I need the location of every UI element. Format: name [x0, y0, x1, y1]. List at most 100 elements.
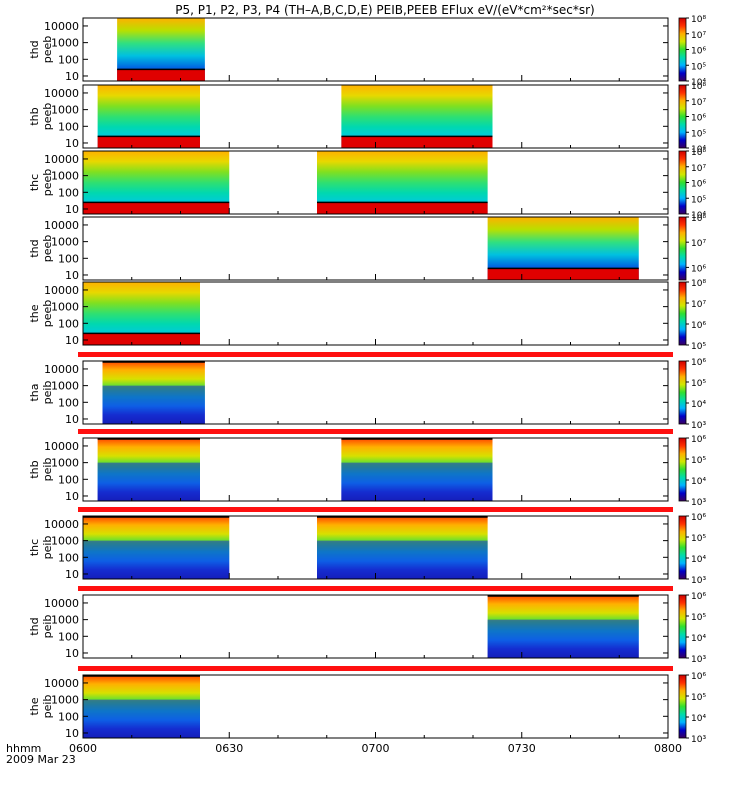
- y-tick-label: 100: [58, 317, 79, 330]
- colorbar-tick-label: 10⁶: [691, 47, 706, 57]
- separator-bar: [78, 666, 673, 671]
- x-tick-label: 0700: [362, 742, 390, 755]
- colorbar: [678, 281, 687, 346]
- colorbar-tick-label: 10⁸: [691, 279, 706, 289]
- y-tick-label: 100: [58, 630, 79, 643]
- colorbar-tick-label: 10⁴: [691, 78, 706, 88]
- panel-label: thd peeb: [28, 235, 54, 263]
- colorbar: [678, 150, 687, 215]
- colorbar-tick-label: 10⁶: [691, 180, 706, 190]
- low-count-region: [102, 385, 205, 424]
- photoelectron-band: [83, 202, 230, 214]
- colorbar: [678, 594, 687, 659]
- colorbar-tick-label: 10³: [691, 735, 706, 745]
- panel-label: thd peib: [28, 615, 54, 639]
- y-tick-label: 1000: [51, 380, 79, 393]
- probe-label: the: [28, 697, 41, 715]
- colorbar-tick-label: 10⁶: [691, 435, 706, 445]
- colorbar-tick-label: 10⁶: [691, 358, 706, 368]
- product-label: peeb: [41, 103, 54, 131]
- colorbar-tick-label: 10⁷: [691, 164, 706, 174]
- colorbar-tick-label: 10⁷: [691, 300, 706, 310]
- photoelectron-band: [117, 69, 205, 81]
- colorbar: [678, 360, 687, 425]
- separator-bar: [78, 429, 673, 434]
- x-axis-label: hhmm: [6, 742, 41, 755]
- probe-label: thd: [28, 617, 41, 635]
- colorbar-tick-label: 10⁵: [691, 613, 706, 623]
- colorbar-tick-label: 10⁸: [691, 148, 706, 158]
- product-label: peib: [41, 536, 54, 560]
- low-count-region: [341, 462, 493, 501]
- y-tick-label: 100: [58, 710, 79, 723]
- probe-label: tha: [28, 383, 41, 401]
- panel-label: thb peeb: [28, 103, 54, 131]
- probe-label: thb: [28, 107, 41, 125]
- chart-title: P5, P1, P2, P3, P4 (TH–A,B,C,D,E) PEIB,P…: [175, 3, 594, 17]
- colorbar-tick-label: 10⁵: [691, 534, 706, 544]
- probe-label: thc: [28, 174, 41, 191]
- y-tick-label: 1000: [51, 301, 79, 314]
- colorbar: [678, 216, 687, 281]
- colorbar-tick-label: 10⁶: [691, 321, 706, 331]
- y-tick-label: 10000: [44, 518, 79, 531]
- probe-label: thd: [28, 40, 41, 58]
- colorbar-tick-label: 10⁴: [691, 211, 706, 221]
- x-tick-label: 0630: [215, 742, 243, 755]
- separator-bar: [78, 507, 673, 512]
- colorbar-tick-label: 10⁴: [691, 400, 706, 410]
- y-tick-label: 10: [65, 70, 79, 83]
- date-label: 2009 Mar 23: [6, 753, 76, 766]
- photoelectron-band: [487, 268, 639, 280]
- colorbar-tick-label: 10⁵: [691, 342, 706, 352]
- probe-label: thd: [28, 239, 41, 257]
- y-tick-label: 10: [65, 269, 79, 282]
- y-tick-label: 10000: [44, 87, 79, 100]
- y-tick-label: 100: [58, 252, 79, 265]
- colorbar-tick-label: 10⁵: [691, 379, 706, 389]
- separator-bar: [78, 352, 673, 357]
- photoelectron-band: [83, 333, 200, 345]
- y-tick-label: 1000: [51, 236, 79, 249]
- low-count-region: [83, 540, 230, 579]
- probe-label: the: [28, 304, 41, 322]
- colorbar-tick-label: 10⁶: [691, 114, 706, 124]
- y-tick-label: 10: [65, 413, 79, 426]
- x-tick-label: 0730: [508, 742, 536, 755]
- low-count-region: [97, 462, 200, 501]
- y-tick-label: 10000: [44, 677, 79, 690]
- low-count-region: [83, 699, 200, 738]
- product-label: peeb: [41, 235, 54, 263]
- colorbar-tick-label: 10⁷: [691, 98, 706, 108]
- photoelectron-band: [97, 136, 200, 148]
- colorbar-tick-label: 10⁶: [691, 592, 706, 602]
- colorbar-tick-label: 10³: [691, 576, 706, 586]
- photoelectron-band: [317, 202, 488, 214]
- panel-label: thc peeb: [28, 169, 54, 197]
- y-tick-label: 10000: [44, 440, 79, 453]
- product-label: peib: [41, 381, 54, 405]
- colorbar-tick-label: 10⁴: [691, 714, 706, 724]
- y-tick-label: 1000: [51, 170, 79, 183]
- y-tick-label: 10000: [44, 284, 79, 297]
- product-label: peib: [41, 615, 54, 639]
- x-tick-label: 0800: [654, 742, 682, 755]
- y-tick-label: 10: [65, 334, 79, 347]
- colorbar: [678, 674, 687, 739]
- panel-label: the peeb: [28, 300, 54, 328]
- y-tick-label: 10: [65, 568, 79, 581]
- colorbar-tick-label: 10⁴: [691, 145, 706, 155]
- probe-label: thb: [28, 460, 41, 478]
- low-count-region: [487, 619, 639, 658]
- panel-label: thd peeb: [28, 36, 54, 64]
- colorbar-tick-label: 10⁶: [691, 513, 706, 523]
- colorbar: [678, 84, 687, 149]
- colorbar-tick-label: 10⁸: [691, 15, 706, 25]
- panel-label: the peib: [28, 695, 54, 719]
- low-count-region: [317, 540, 488, 579]
